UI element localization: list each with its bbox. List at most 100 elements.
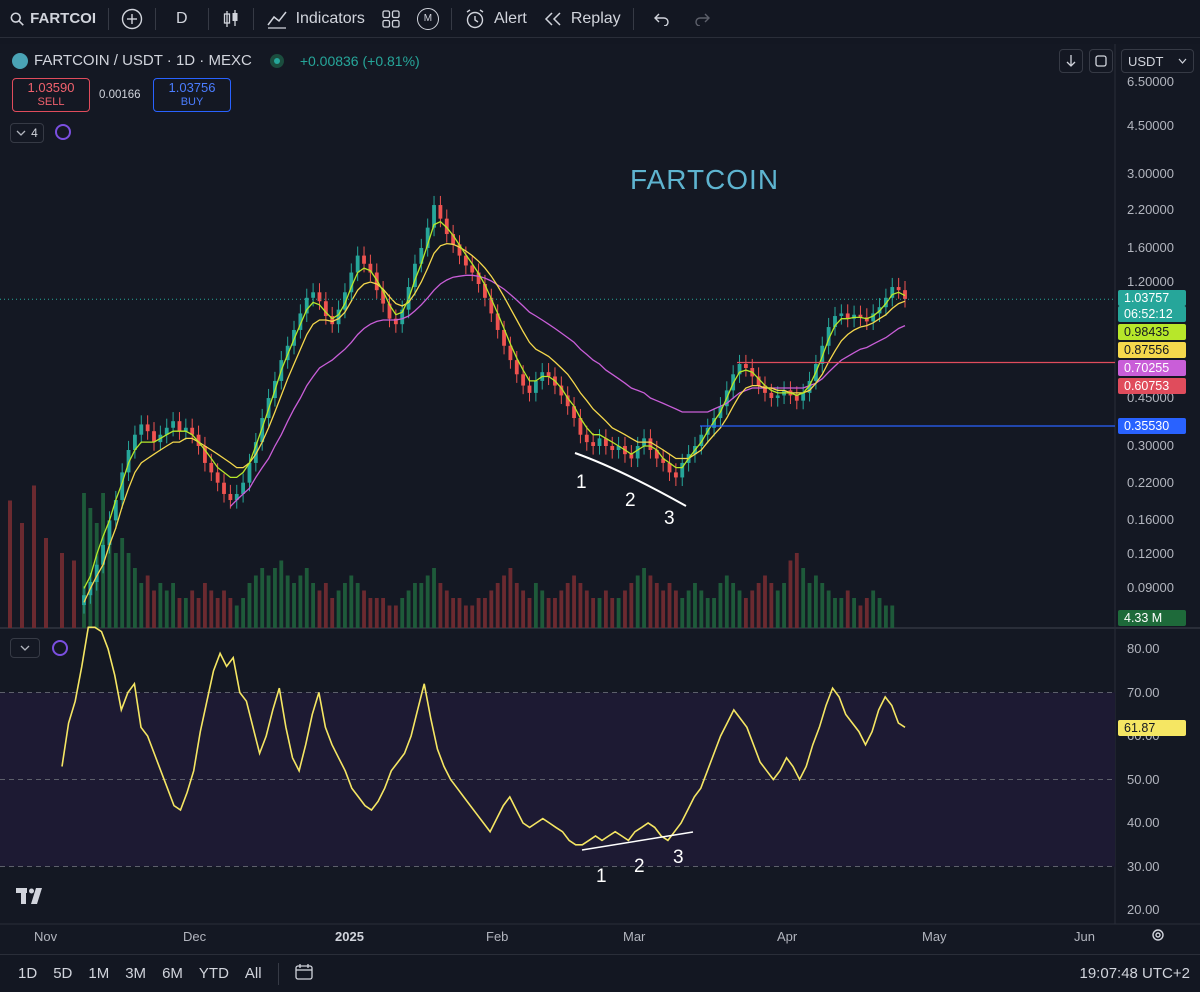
candle-body: [387, 303, 392, 319]
alert-button[interactable]: Alert: [456, 0, 535, 38]
candle-body: [852, 314, 856, 319]
candle-body: [393, 318, 398, 325]
download-button[interactable]: [1059, 49, 1083, 73]
price-tick-label: 2.20000: [1127, 202, 1174, 218]
volume-bar: [273, 568, 277, 628]
badge-m: M: [416, 7, 439, 30]
volume-bar: [527, 598, 532, 628]
candle-body: [591, 442, 596, 446]
volume-axis-tag: 4.33 M: [1118, 610, 1186, 626]
volume-bar: [362, 590, 366, 628]
volume-bar: [813, 575, 818, 628]
volume-bar: [833, 598, 837, 628]
rsi-tick-label: 70.00: [1127, 684, 1160, 700]
candle-body: [343, 292, 347, 310]
volume-bar: [292, 583, 296, 628]
volume-bar: [323, 583, 328, 628]
undo-button[interactable]: [638, 0, 684, 38]
volume-bar: [883, 605, 888, 628]
chart-settings-button[interactable]: [1150, 927, 1166, 948]
volume-bar: [113, 553, 118, 628]
templates-button[interactable]: [373, 0, 409, 38]
candle-body: [756, 376, 761, 386]
timeframe-button[interactable]: All: [244, 965, 262, 982]
price-axis-tag: 0.35530: [1118, 418, 1186, 434]
volume-bar: [164, 590, 169, 628]
chevron-down-icon: [20, 645, 30, 651]
volume-bar: [864, 598, 869, 628]
price-axis-tag: 1.03757: [1118, 290, 1186, 306]
candle-body: [164, 427, 169, 435]
chart-area[interactable]: FARTCOIN / USDT · 1D · MEXC +0.00836 (+0…: [0, 44, 1200, 954]
redo-button[interactable]: [684, 0, 722, 38]
candle-body: [330, 316, 335, 325]
collapse-rsi-button[interactable]: [10, 638, 40, 658]
candle-body: [304, 297, 309, 314]
currency-select[interactable]: USDT: [1121, 49, 1194, 73]
sell-button[interactable]: 1.03590 SELL: [12, 78, 90, 112]
date-range-button[interactable]: [283, 963, 327, 985]
volume-bar: [260, 568, 265, 628]
collapse-indicators-button[interactable]: 4: [10, 123, 44, 143]
volume-bar: [72, 560, 76, 628]
price-annotation-label: 1: [576, 472, 587, 493]
legend-change: +0.00836 (+0.81%): [299, 52, 420, 69]
volume-bar: [686, 590, 691, 628]
candle-body: [610, 446, 615, 451]
replay-button[interactable]: Replay: [535, 0, 629, 38]
volume-bar: [253, 575, 258, 628]
candle-body: [222, 482, 226, 494]
timeframe-list: 1D 5D 1M 3M 6M YTD All: [0, 965, 270, 982]
volume-bar: [349, 575, 354, 628]
volume-bar: [336, 590, 341, 628]
tradingview-logo[interactable]: [16, 886, 48, 911]
candle-body: [616, 446, 621, 451]
volume-bar: [234, 605, 239, 628]
timeframe-button[interactable]: 1D: [18, 965, 38, 982]
candle-body: [298, 313, 303, 330]
price-divergence-line: [574, 452, 687, 507]
volume-bar: [470, 605, 475, 628]
price-tick-label: 3.00000: [1127, 165, 1174, 181]
volume-bar: [298, 575, 303, 628]
volume-bar: [330, 598, 335, 628]
chart-type-button[interactable]: [213, 0, 249, 38]
volume-bar: [565, 583, 570, 628]
symbol-search[interactable]: FARTCOI: [0, 0, 104, 38]
fullscreen-button[interactable]: [1089, 49, 1113, 73]
volume-bar: [139, 583, 144, 628]
timeframe-button[interactable]: YTD: [198, 965, 229, 982]
legend-title: FARTCOIN / USDT · 1D · MEXC: [34, 52, 252, 69]
chart-canvas[interactable]: [0, 44, 1200, 954]
timeframe-button[interactable]: 6M: [162, 965, 183, 982]
candle-body: [311, 292, 316, 298]
rsi-sync-icon: [52, 640, 68, 656]
candle-body: [215, 472, 220, 483]
timeframe-button[interactable]: 3M: [125, 965, 147, 982]
candle-body: [661, 458, 666, 463]
volume-bar: [406, 590, 411, 628]
compare-symbol-button[interactable]: [113, 0, 151, 38]
candle-body: [183, 427, 188, 432]
volume-bar: [648, 575, 653, 628]
candle-body: [578, 418, 583, 435]
buy-button[interactable]: 1.03756 BUY: [153, 78, 231, 112]
candle-body: [177, 421, 182, 432]
grid-icon: [382, 9, 400, 28]
volume-bar: [743, 598, 748, 628]
plus-circle-icon: [121, 8, 143, 29]
candle-body: [107, 520, 112, 545]
timeframe-button[interactable]: 1M: [88, 965, 110, 982]
volume-bar: [32, 485, 36, 628]
alert-label: Alert: [493, 9, 527, 27]
interval-button[interactable]: D: [160, 0, 204, 38]
timeframe-button[interactable]: 5D: [53, 965, 73, 982]
indicators-button[interactable]: Indicators: [258, 0, 373, 38]
volume-bar: [343, 583, 347, 628]
candle-body: [368, 263, 373, 273]
candle-body: [171, 421, 176, 428]
candle-body: [495, 313, 500, 330]
volume-bar: [597, 598, 602, 628]
templates-badge[interactable]: M: [409, 0, 447, 38]
market-status-icon: [269, 53, 284, 68]
